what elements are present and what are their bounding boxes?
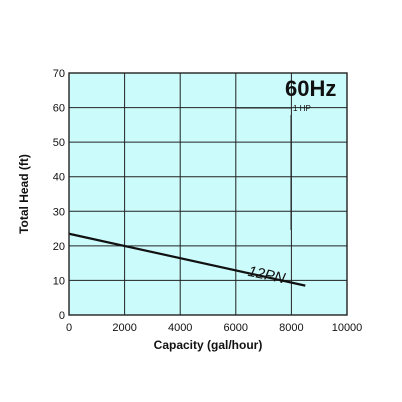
x-tick-label: 10000	[332, 322, 363, 334]
y-axis-title: Total Head (ft)	[17, 154, 31, 234]
x-tick-label: 0	[66, 322, 72, 334]
y-tick-label: 0	[59, 310, 65, 322]
y-tick-label: 60	[53, 103, 65, 115]
y-tick-label: 40	[53, 172, 65, 184]
y-tick-label: 50	[53, 137, 65, 149]
frequency-label: 60Hz	[285, 76, 336, 101]
series-line	[68, 232, 306, 287]
x-tick-label: 8000	[279, 322, 303, 334]
y-tick-label: 70	[53, 68, 65, 80]
power-label: 1 HP	[293, 104, 311, 113]
x-tick-label: 4000	[168, 322, 192, 334]
y-tick-label: 30	[53, 206, 65, 218]
annotation-layer: 60Hz 1 HP	[236, 76, 336, 230]
plot-frame	[68, 72, 348, 316]
x-axis-title: Capacity (gal/hour)	[154, 338, 263, 352]
x-tick-labels: 0 2000 4000 6000 8000 10000	[66, 322, 362, 334]
y-tick-labels: 0 10 20 30 40 50 60 70	[53, 68, 65, 322]
x-tick-label: 6000	[224, 322, 248, 334]
y-tick-label: 20	[53, 241, 65, 253]
y-tick-label: 10	[53, 275, 65, 287]
plot-area	[69, 73, 347, 315]
x-tick-label: 2000	[112, 322, 136, 334]
